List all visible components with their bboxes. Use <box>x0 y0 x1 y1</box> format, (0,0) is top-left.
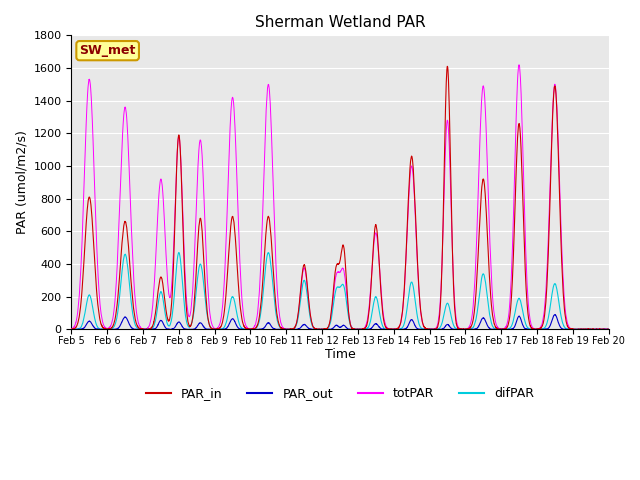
PAR_in <box>431 326 438 332</box>
PAR_out <box>551 312 559 317</box>
Line: totPAR: totPAR <box>72 65 609 329</box>
PAR_out <box>491 326 499 332</box>
PAR_out <box>604 326 612 332</box>
PAR_out <box>460 326 468 332</box>
difPAR <box>604 326 612 332</box>
totPAR <box>164 284 172 289</box>
Line: difPAR: difPAR <box>72 252 609 329</box>
difPAR <box>491 326 499 332</box>
PAR_in <box>604 326 612 332</box>
Legend: PAR_in, PAR_out, totPAR, difPAR: PAR_in, PAR_out, totPAR, difPAR <box>141 383 540 406</box>
totPAR <box>515 62 523 68</box>
PAR_in <box>444 63 451 69</box>
totPAR <box>604 326 612 332</box>
PAR_out <box>320 326 328 332</box>
difPAR <box>320 326 328 332</box>
difPAR <box>164 323 172 328</box>
Line: PAR_out: PAR_out <box>72 314 609 329</box>
totPAR <box>460 326 468 332</box>
PAR_in <box>68 326 76 332</box>
PAR_out <box>431 326 438 332</box>
PAR_in <box>605 326 612 332</box>
difPAR <box>68 326 76 332</box>
PAR_in <box>320 326 328 332</box>
difPAR <box>605 326 612 332</box>
totPAR <box>68 326 76 332</box>
X-axis label: Time: Time <box>324 348 355 361</box>
totPAR <box>431 326 438 332</box>
PAR_in <box>164 317 172 323</box>
totPAR <box>140 326 147 332</box>
Title: Sherman Wetland PAR: Sherman Wetland PAR <box>255 15 426 30</box>
PAR_out <box>68 326 76 332</box>
difPAR <box>431 326 438 332</box>
Text: SW_met: SW_met <box>79 44 136 57</box>
PAR_out <box>164 326 172 332</box>
difPAR <box>68 326 76 332</box>
totPAR <box>320 326 328 332</box>
Y-axis label: PAR (umol/m2/s): PAR (umol/m2/s) <box>15 131 28 234</box>
PAR_in <box>491 323 499 328</box>
PAR_in <box>68 326 76 332</box>
PAR_out <box>605 326 612 332</box>
totPAR <box>491 315 499 321</box>
PAR_in <box>461 326 468 332</box>
totPAR <box>605 326 612 332</box>
difPAR <box>461 326 468 332</box>
difPAR <box>264 250 272 255</box>
Line: PAR_in: PAR_in <box>72 66 609 329</box>
